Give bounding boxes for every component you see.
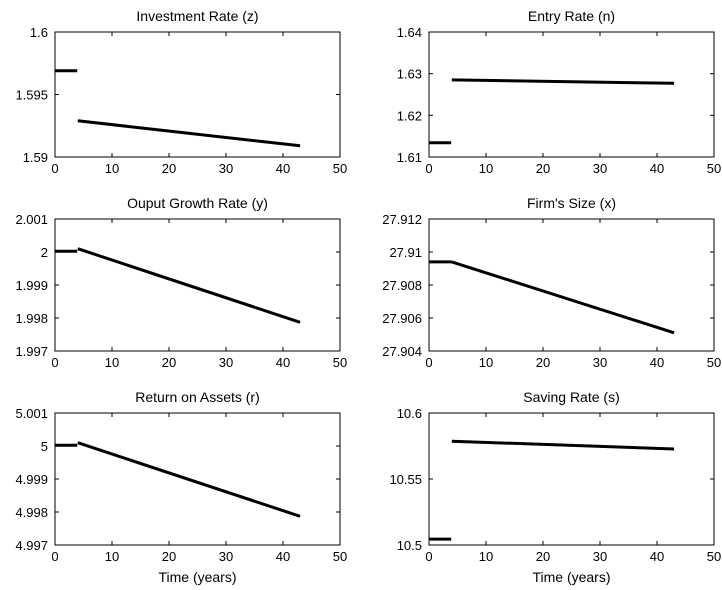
- x-tick-label: 30: [593, 355, 607, 370]
- chart-panel-1: Investment Rate (z) 0 10 20 30 40 50 1.59 1.595 1…: [15, 8, 347, 176]
- chart-panel-6: Saving Rate (s) 0 10 20 30 40 50 10.5 10.55 10.6 T…: [389, 389, 721, 585]
- y-tick-label: 2.001: [15, 212, 48, 227]
- x-tick-label: 10: [105, 161, 119, 176]
- chart-title: Ouput Growth Rate (y): [127, 195, 268, 211]
- y-tick-label: 1.61: [397, 150, 422, 165]
- plot-frame: [428, 412, 715, 546]
- x-tick-label: 30: [219, 355, 233, 370]
- x-tick-label: 40: [276, 355, 290, 370]
- x-tick-label: 30: [593, 161, 607, 176]
- y-tick-label: 1.6: [30, 25, 48, 40]
- y-tick-label: 4.999: [15, 472, 48, 487]
- x-tick-label: 40: [276, 549, 290, 564]
- series-line-2: [451, 78, 675, 85]
- series-line-2: [77, 247, 301, 324]
- y-tick-label: 27.904: [382, 344, 422, 359]
- x-axis-label: Time (years): [532, 569, 610, 585]
- y-tick-label: 27.906: [382, 311, 422, 326]
- x-tick-label: 50: [333, 161, 347, 176]
- chart-title: Saving Rate (s): [523, 389, 619, 405]
- x-tick-label: 40: [650, 355, 664, 370]
- x-tick-label: 20: [162, 549, 176, 564]
- y-tick-label: 5: [41, 439, 48, 454]
- x-tick-label: 10: [479, 549, 493, 564]
- x-tick-label: 0: [51, 355, 58, 370]
- x-tick-label: 10: [479, 161, 493, 176]
- y-tick-label: 1.59: [23, 150, 48, 165]
- series-line-2: [77, 119, 301, 148]
- x-tick-label: 20: [536, 355, 550, 370]
- plot-frame: [54, 31, 341, 158]
- y-tick-label: 1.997: [15, 344, 48, 359]
- chart-panel-2: Entry Rate (n) 0 10 20 30 40 50 1.61 1.62 1.63 1.6…: [397, 8, 722, 176]
- x-tick-label: 20: [162, 355, 176, 370]
- x-tick-label: 50: [333, 355, 347, 370]
- y-tick-label: 27.91: [389, 245, 422, 260]
- x-tick-label: 30: [219, 549, 233, 564]
- chart-panel-5: Return on Assets (r) 0 10 20 30 40 50 4.997 4.99…: [15, 389, 347, 585]
- y-tick-label: 27.908: [382, 278, 422, 293]
- y-tick-label: 1.998: [15, 311, 48, 326]
- x-tick-label: 50: [707, 355, 721, 370]
- x-tick-label: 50: [707, 549, 721, 564]
- x-tick-label: 10: [479, 355, 493, 370]
- series-line-2: [451, 439, 675, 451]
- x-tick-label: 20: [536, 161, 550, 176]
- x-tick-label: 0: [51, 161, 58, 176]
- y-tick-label: 2: [41, 245, 48, 260]
- y-tick-label: 10.6: [397, 406, 422, 421]
- x-tick-label: 40: [276, 161, 290, 176]
- chart-title: Entry Rate (n): [528, 8, 615, 24]
- series-line-2: [77, 441, 301, 518]
- y-tick-label: 4.997: [15, 538, 48, 553]
- chart-title: Firm's Size (x): [527, 195, 616, 211]
- y-tick-label: 1.62: [397, 108, 422, 123]
- x-tick-label: 0: [425, 549, 432, 564]
- y-tick-label: 10.5: [397, 538, 422, 553]
- x-tick-label: 10: [105, 549, 119, 564]
- x-tick-label: 50: [333, 549, 347, 564]
- x-tick-label: 30: [219, 161, 233, 176]
- x-tick-label: 40: [650, 161, 664, 176]
- y-tick-label: 1.595: [15, 88, 48, 103]
- x-axis-label: Time (years): [158, 569, 236, 585]
- x-tick-label: 0: [425, 355, 432, 370]
- chart-title: Investment Rate (z): [136, 8, 258, 24]
- plot-frame: [54, 412, 341, 546]
- x-tick-label: 0: [425, 161, 432, 176]
- x-tick-label: 40: [650, 549, 664, 564]
- chart-title: Return on Assets (r): [135, 389, 260, 405]
- x-tick-label: 20: [162, 161, 176, 176]
- x-tick-label: 0: [51, 549, 58, 564]
- y-tick-label: 27.912: [382, 212, 422, 227]
- y-tick-label: 1.64: [397, 25, 422, 40]
- y-tick-label: 10.55: [389, 472, 422, 487]
- y-tick-label: 1.999: [15, 278, 48, 293]
- x-tick-label: 50: [707, 161, 721, 176]
- series-line-2: [451, 260, 675, 335]
- x-tick-label: 10: [105, 355, 119, 370]
- x-tick-label: 20: [536, 549, 550, 564]
- y-tick-label: 1.63: [397, 67, 422, 82]
- x-tick-label: 30: [593, 549, 607, 564]
- y-tick-label: 5.001: [15, 406, 48, 421]
- chart-panel-3: Ouput Growth Rate (y) 0 10 20 30 40 50 1.997 1.9…: [15, 195, 347, 370]
- plot-frame: [428, 31, 715, 158]
- plot-frame: [54, 218, 341, 352]
- y-tick-label: 4.998: [15, 505, 48, 520]
- chart-panel-4: Firm's Size (x) 0 10 20 30 40 50 27.904 27.906 27…: [382, 195, 721, 370]
